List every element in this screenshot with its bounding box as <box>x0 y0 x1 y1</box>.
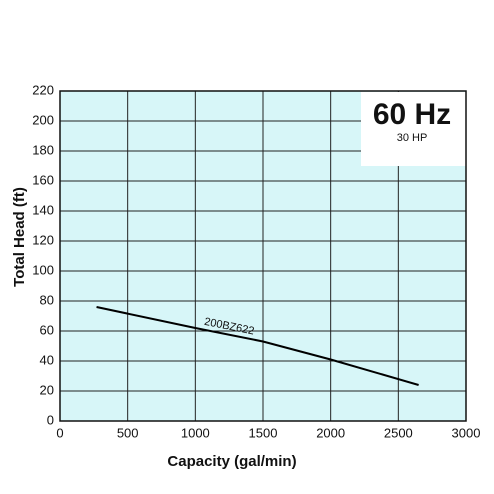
curve <box>96 306 419 386</box>
x-tick-label: 1500 <box>249 425 278 440</box>
sub-annotation: 30 HP <box>397 132 428 144</box>
y-tick-label: 180 <box>32 142 54 157</box>
y-tick-label: 200 <box>32 112 54 127</box>
x-tick-label: 500 <box>117 425 139 440</box>
x-axis-label: Capacity (gal/min) <box>167 453 296 470</box>
x-tick-label: 2500 <box>384 425 413 440</box>
x-tick-label: 1000 <box>181 425 210 440</box>
y-tick-label: 80 <box>40 292 54 307</box>
x-tick-label: 3000 <box>452 425 481 440</box>
plot-frame <box>59 90 467 422</box>
y-tick-label: 160 <box>32 172 54 187</box>
y-tick-label: 140 <box>32 202 54 217</box>
y-tick-label: 60 <box>40 322 54 337</box>
y-axis-label: Total Head (ft) <box>11 187 28 287</box>
y-tick-label: 0 <box>47 412 54 427</box>
label-box <box>361 92 466 166</box>
y-tick-label: 120 <box>32 232 54 247</box>
annotation: 60 Hz <box>373 98 451 131</box>
y-tick-label: 40 <box>40 352 54 367</box>
y-tick-label: 100 <box>32 262 54 277</box>
x-tick-label: 2000 <box>316 425 345 440</box>
y-tick-label: 220 <box>32 82 54 97</box>
x-tick-label: 0 <box>56 425 63 440</box>
y-tick-label: 20 <box>40 382 54 397</box>
